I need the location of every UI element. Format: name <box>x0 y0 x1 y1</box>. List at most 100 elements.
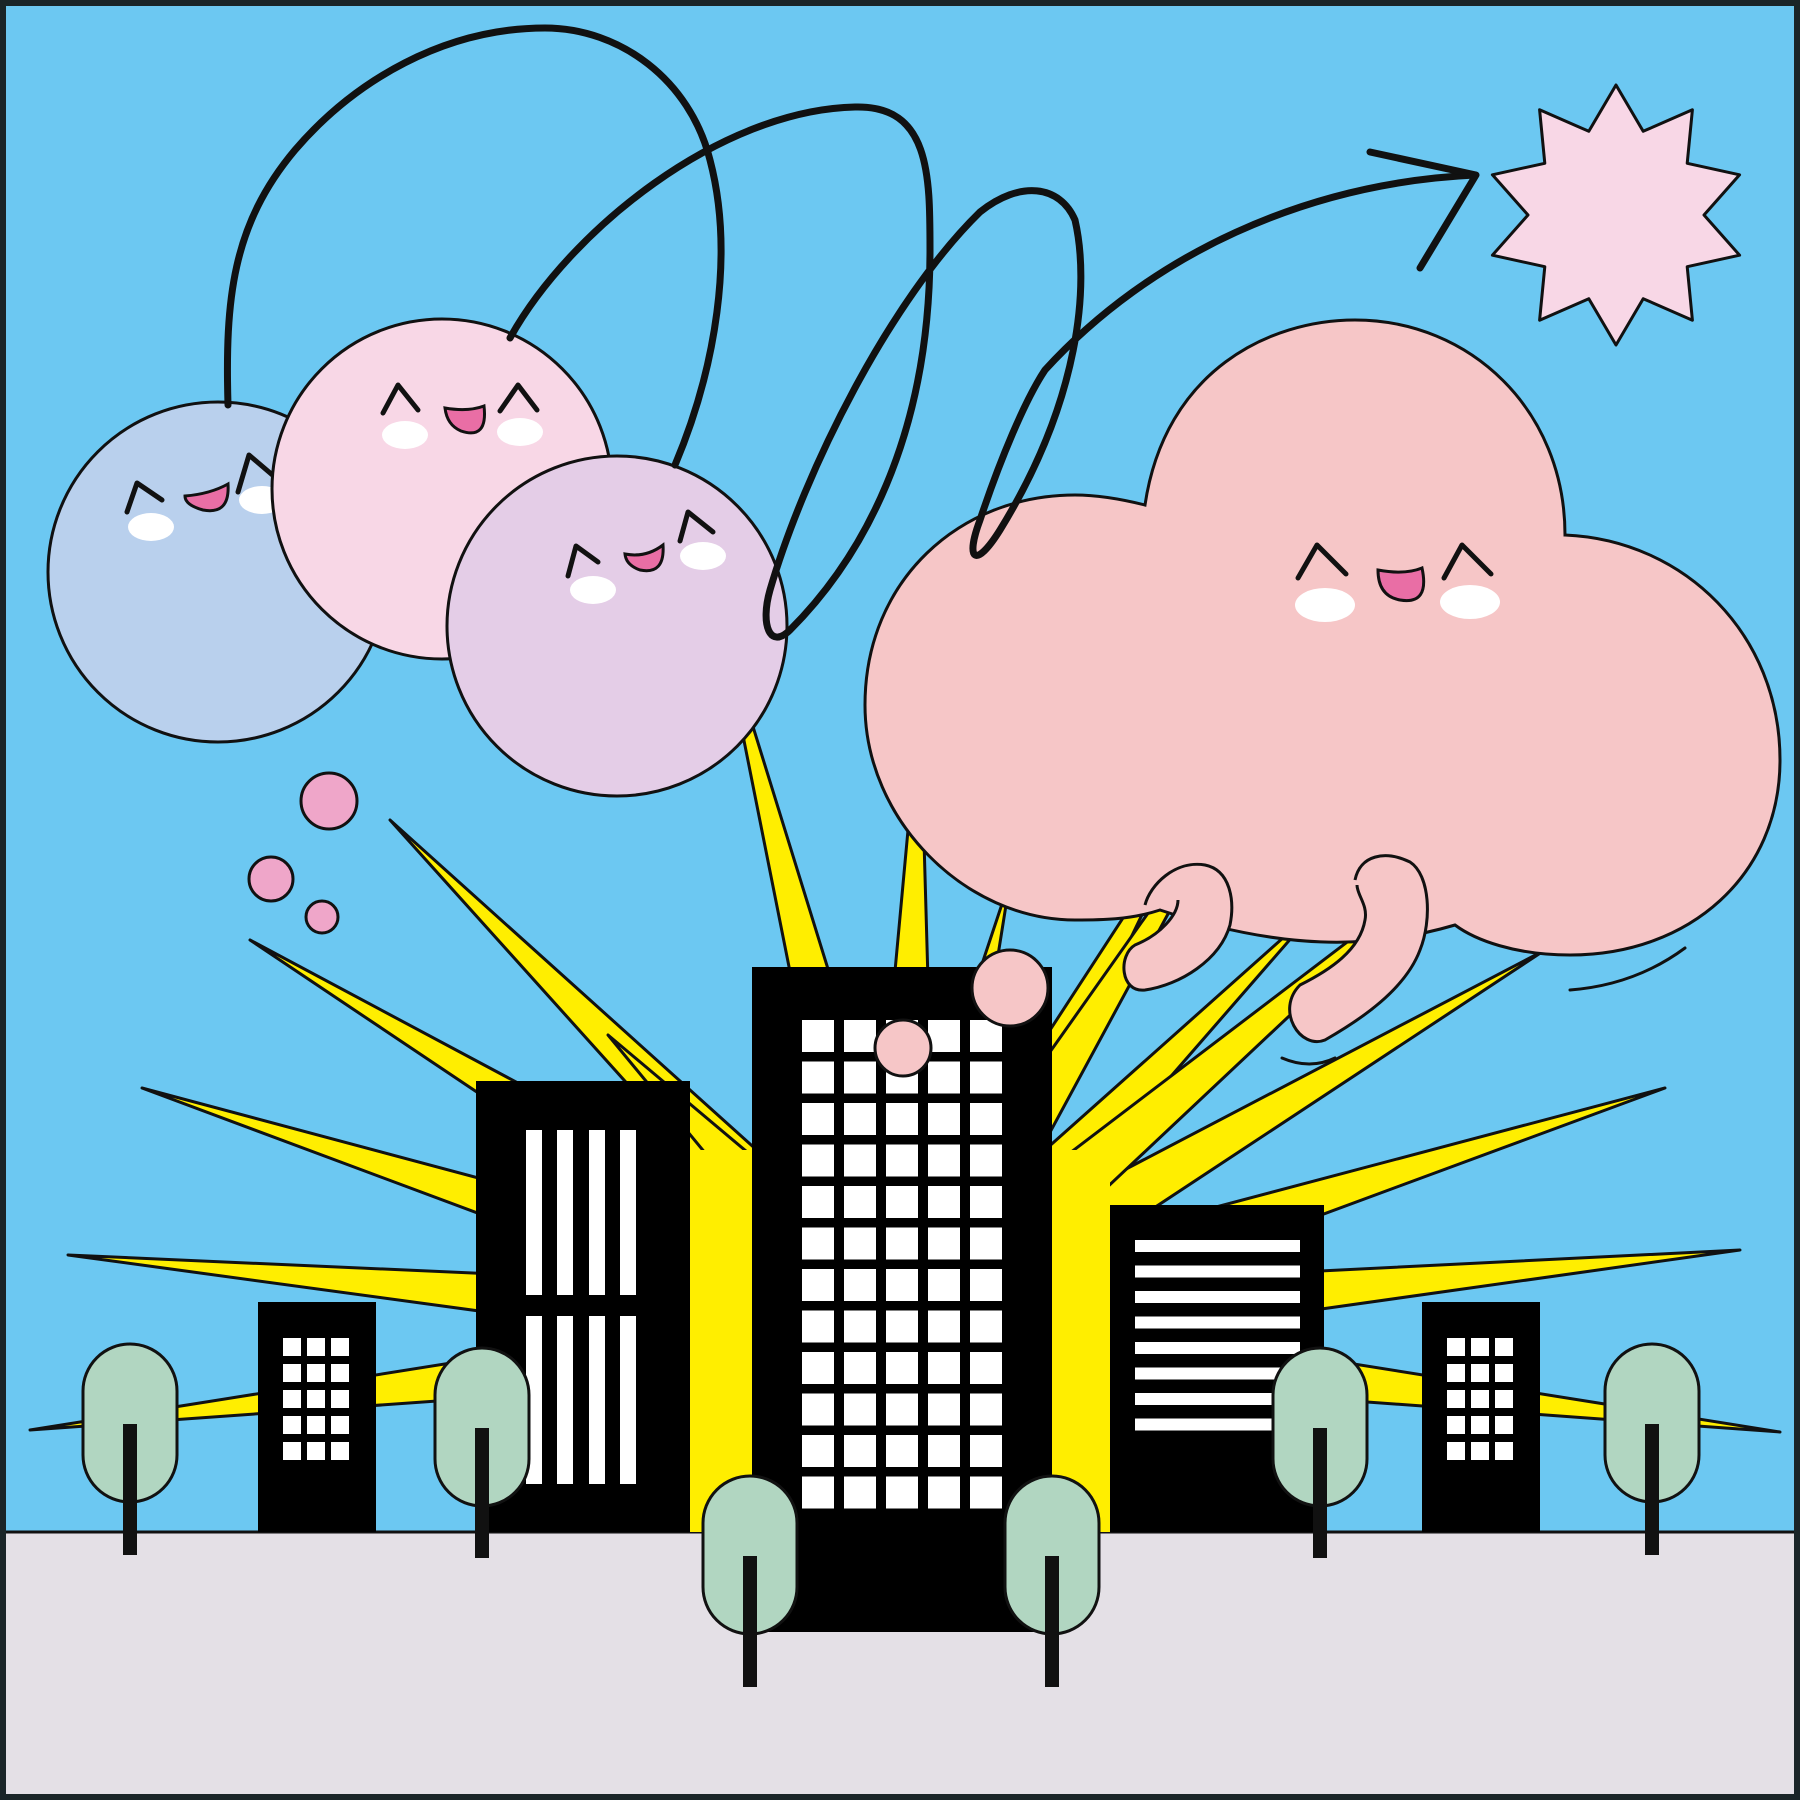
window <box>928 1310 960 1343</box>
window <box>1495 1390 1513 1408</box>
window <box>886 1144 918 1177</box>
eye <box>677 509 716 544</box>
building-left-small <box>258 1302 376 1532</box>
window <box>331 1442 349 1460</box>
window <box>844 1227 876 1260</box>
window <box>283 1416 301 1434</box>
window <box>886 1103 918 1135</box>
window <box>802 1310 834 1343</box>
window <box>1495 1442 1513 1460</box>
window <box>844 1144 876 1177</box>
window <box>1135 1342 1300 1354</box>
bubbles <box>247 771 1050 1078</box>
mouth <box>623 542 665 573</box>
window <box>886 1435 918 1467</box>
star-shape <box>1490 83 1742 347</box>
window <box>970 1020 1002 1052</box>
window-grid <box>1447 1338 1513 1460</box>
window <box>844 1476 876 1509</box>
window <box>970 1476 1002 1509</box>
window <box>557 1130 573 1295</box>
tree-trunk <box>1645 1424 1659 1555</box>
window <box>1447 1338 1465 1356</box>
window <box>802 1476 834 1509</box>
window <box>1135 1316 1300 1329</box>
window <box>928 1020 960 1052</box>
window <box>1135 1367 1300 1380</box>
window <box>1495 1338 1513 1356</box>
window <box>844 1020 876 1052</box>
window <box>1471 1364 1489 1382</box>
building-right-small <box>1422 1302 1540 1532</box>
cheek <box>1295 588 1355 622</box>
arrow-icon <box>1366 148 1480 272</box>
window <box>886 1393 918 1426</box>
window <box>970 1186 1002 1218</box>
eye <box>497 382 540 414</box>
window <box>844 1310 876 1343</box>
window <box>802 1352 834 1384</box>
tree-icon <box>1003 1474 1101 1687</box>
window <box>1135 1265 1300 1278</box>
window <box>283 1390 301 1408</box>
window <box>331 1338 349 1356</box>
window <box>1135 1393 1300 1405</box>
window <box>331 1390 349 1408</box>
window <box>886 1227 918 1260</box>
cheek <box>128 513 174 541</box>
window <box>1447 1442 1465 1460</box>
window <box>970 1061 1002 1094</box>
window <box>844 1393 876 1426</box>
window <box>1495 1416 1513 1434</box>
bubble <box>304 899 340 935</box>
window <box>283 1338 301 1356</box>
window <box>1135 1291 1300 1303</box>
tree-trunk <box>743 1556 757 1687</box>
window <box>1495 1364 1513 1382</box>
window <box>802 1020 834 1052</box>
window <box>970 1103 1002 1135</box>
window <box>844 1435 876 1467</box>
window <box>802 1227 834 1260</box>
tree-trunk <box>1045 1556 1059 1687</box>
cloud-face <box>1295 542 1500 622</box>
tree-icon <box>701 1474 799 1687</box>
window-rows <box>1135 1240 1300 1431</box>
window <box>1135 1240 1300 1252</box>
cloud-arm-right <box>1288 854 1429 1044</box>
window <box>620 1130 636 1295</box>
window <box>970 1435 1002 1467</box>
window <box>928 1435 960 1467</box>
window <box>1447 1364 1465 1382</box>
tree-icon <box>1603 1342 1701 1555</box>
cloud-arm-left <box>1122 862 1234 992</box>
tree-trunk <box>1313 1428 1327 1558</box>
window <box>1135 1418 1300 1431</box>
tree-icon <box>433 1346 531 1558</box>
window <box>886 1352 918 1384</box>
window <box>928 1476 960 1509</box>
cheek <box>570 576 616 604</box>
cheek <box>382 421 428 449</box>
balloons <box>46 317 789 798</box>
window <box>1471 1416 1489 1434</box>
window <box>886 1310 918 1343</box>
cheek <box>680 542 726 570</box>
window <box>307 1390 325 1408</box>
window <box>928 1144 960 1177</box>
window <box>331 1364 349 1382</box>
window <box>802 1103 834 1135</box>
window <box>1471 1442 1489 1460</box>
window <box>283 1442 301 1460</box>
window <box>1471 1338 1489 1356</box>
window <box>928 1393 960 1426</box>
mouth <box>183 481 230 513</box>
cheek <box>1440 585 1500 619</box>
eye <box>1441 542 1494 581</box>
window <box>307 1442 325 1460</box>
window <box>928 1103 960 1135</box>
window <box>844 1269 876 1301</box>
window <box>928 1186 960 1218</box>
